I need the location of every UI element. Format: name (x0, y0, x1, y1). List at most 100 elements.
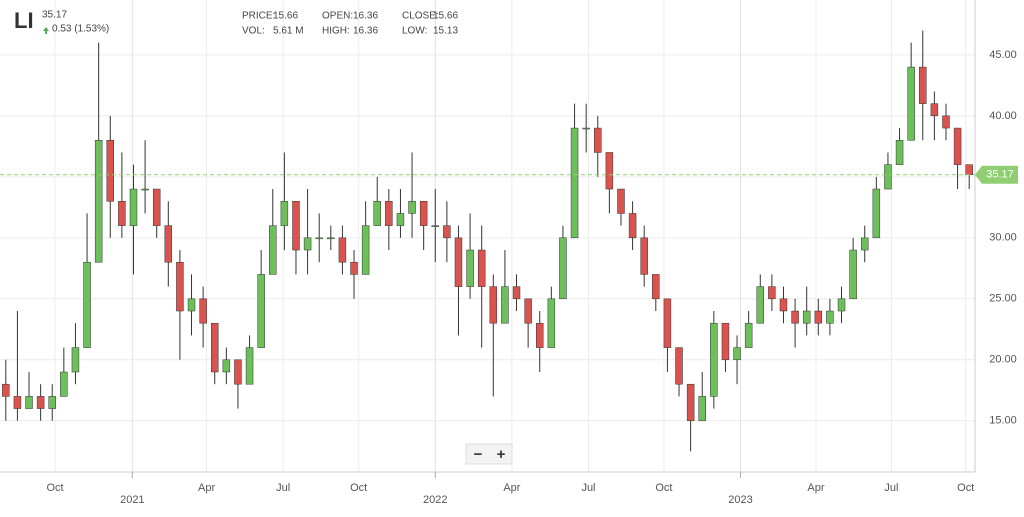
year-label: 2022 (423, 494, 447, 506)
candle-body (582, 127, 590, 130)
candle-body (361, 225, 370, 275)
candle-body (431, 225, 439, 227)
candle-body (199, 298, 207, 324)
candle-body (640, 237, 648, 275)
candle-body (501, 286, 509, 324)
candle-body (826, 310, 834, 324)
stat-value: 15.66 (273, 11, 298, 22)
plot (2, 30, 973, 452)
candle-body (768, 286, 776, 300)
candle-body (106, 140, 114, 202)
candle-body (48, 396, 56, 409)
ticker: LI (14, 8, 34, 33)
candle-body (350, 261, 358, 275)
year-label: 2021 (120, 494, 144, 506)
change: 0.53 (1.53%) (52, 24, 109, 35)
grid (0, 0, 975, 472)
candle-body (396, 213, 405, 226)
candle-body (211, 322, 219, 373)
candle-body (408, 200, 416, 214)
stat-label: HIGH: (322, 26, 350, 37)
x-tick-label: Apr (807, 482, 824, 494)
x-tick-label: Apr (198, 482, 215, 494)
y-tick-label: 30.00 (989, 232, 1017, 244)
candle-body (756, 286, 764, 324)
candle-body (385, 200, 393, 226)
candle-body (559, 237, 567, 300)
stat-label: PRICE: (242, 11, 275, 22)
candle-body (94, 140, 103, 263)
stat-label: LOW: (402, 26, 427, 37)
candle-body (675, 347, 683, 385)
candle-body (570, 127, 579, 239)
candle-body (617, 188, 625, 214)
stat-label: CLOSE: (402, 11, 439, 22)
candle-body (814, 310, 823, 324)
year-label: 2023 (728, 494, 752, 506)
candle-body (686, 383, 695, 422)
candle-body (327, 237, 335, 240)
x-tick-label: Jul (581, 482, 595, 494)
candle-body (187, 298, 196, 312)
candle-body (234, 359, 242, 385)
candle-body (164, 225, 173, 263)
candle-body (257, 274, 265, 348)
candle-body (454, 237, 463, 287)
candle-body (524, 298, 532, 324)
x-tick-label: Jul (884, 482, 898, 494)
candle-body (791, 310, 799, 324)
candle-body (872, 188, 881, 239)
candle-body (861, 237, 869, 251)
candle-body (965, 164, 973, 176)
candle-body (802, 310, 811, 324)
x-tick-label: Oct (655, 482, 672, 494)
candle-body (594, 127, 602, 153)
up-arrow (43, 27, 49, 34)
candle-body (849, 249, 857, 300)
candle-body (605, 152, 614, 190)
x-tick-label: Jul (276, 482, 290, 494)
candle-body (36, 396, 45, 409)
candle-body (419, 200, 428, 226)
candle-body (60, 371, 68, 397)
candle-body (895, 140, 904, 165)
price-box (975, 165, 1018, 184)
candle-body (512, 286, 521, 300)
candle-body (373, 200, 381, 226)
zoom-in[interactable]: + (497, 446, 506, 463)
candle-body (292, 200, 300, 251)
x-tick-label: Apr (503, 482, 520, 494)
candle-body (733, 347, 741, 361)
zoom-box (465, 443, 513, 465)
candle-body (280, 200, 289, 226)
candle-body (338, 237, 347, 263)
candle-body (2, 383, 10, 397)
candle-body (710, 322, 718, 397)
candle-body (663, 298, 672, 348)
candle-body (71, 347, 80, 373)
candle-body (13, 396, 22, 409)
candle-body (315, 237, 323, 240)
candle-body (884, 164, 892, 190)
y-tick-label: 20.00 (989, 354, 1017, 366)
candle-body (907, 66, 915, 141)
candle-body (942, 115, 950, 129)
candle-body (477, 249, 486, 287)
stat-value: 16.36 (353, 11, 378, 22)
candle-body (152, 188, 161, 226)
candle-body (129, 188, 138, 226)
stat-value: 16.36 (353, 26, 378, 37)
zoom-out[interactable]: − (474, 446, 483, 463)
candle-body (652, 274, 660, 300)
candle-body (176, 261, 184, 312)
candle-body (303, 237, 312, 251)
candle-body (547, 298, 556, 348)
candle-body (779, 298, 788, 312)
stat-value: 5.61 M (273, 26, 304, 37)
stat-value: 15.13 (433, 26, 458, 37)
y-tick-label: 40.00 (989, 110, 1017, 122)
zoom-controls: − + (465, 443, 513, 465)
price-label: 35.17 (986, 169, 1014, 181)
